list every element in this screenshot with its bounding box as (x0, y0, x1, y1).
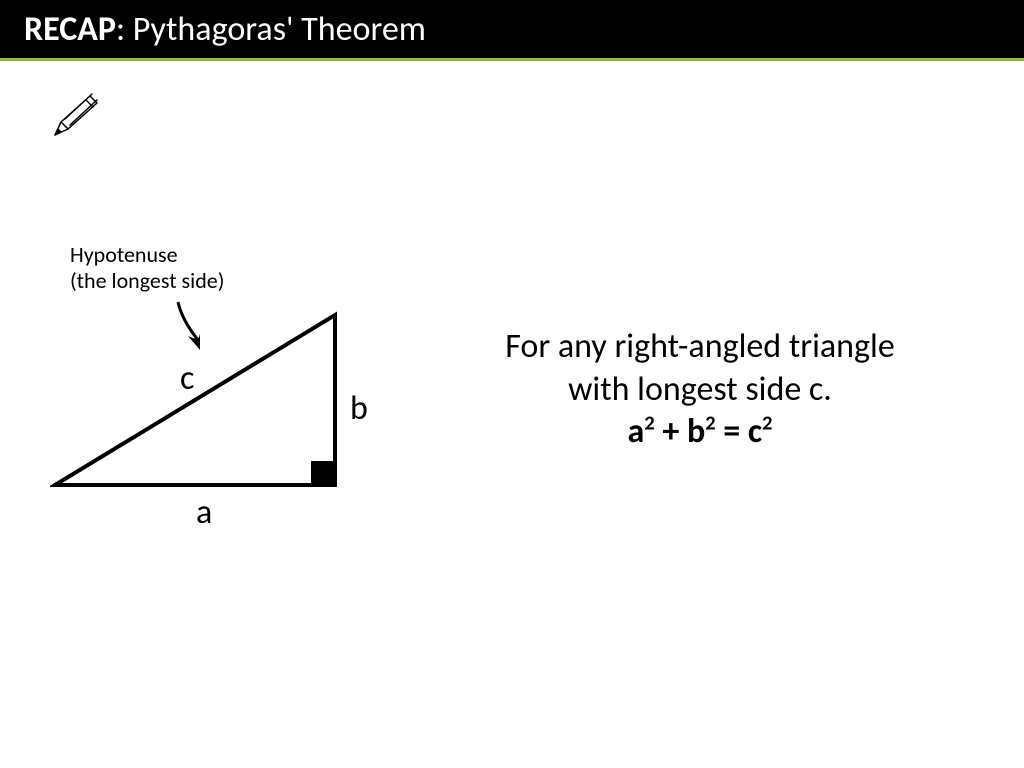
side-label-c: c (180, 358, 194, 399)
right-angle-marker (311, 461, 335, 485)
side-label-b: b (350, 388, 368, 429)
theorem-text: For any right-angled triangle with longe… (420, 326, 980, 454)
theorem-line2: with longest side c. (420, 369, 980, 412)
theorem-formula: a2 + b2 = c2 (420, 411, 980, 454)
header-rest-text: : Pythagoras' Theorem (116, 9, 426, 50)
header-bold-text: RECAP (24, 9, 116, 50)
slide-header: RECAP : Pythagoras' Theorem (0, 0, 1024, 58)
theorem-line1: For any right-angled triangle (420, 326, 980, 369)
triangle-diagram (50, 310, 350, 505)
triangle-shape (55, 315, 335, 485)
hypotenuse-label: Hypotenuse (the longest side) (70, 242, 224, 295)
accent-line (0, 58, 1024, 61)
hypotenuse-line1: Hypotenuse (70, 242, 224, 268)
pencil-icon (50, 92, 100, 145)
side-label-a: a (196, 492, 212, 533)
hypotenuse-line2: (the longest side) (70, 268, 224, 294)
